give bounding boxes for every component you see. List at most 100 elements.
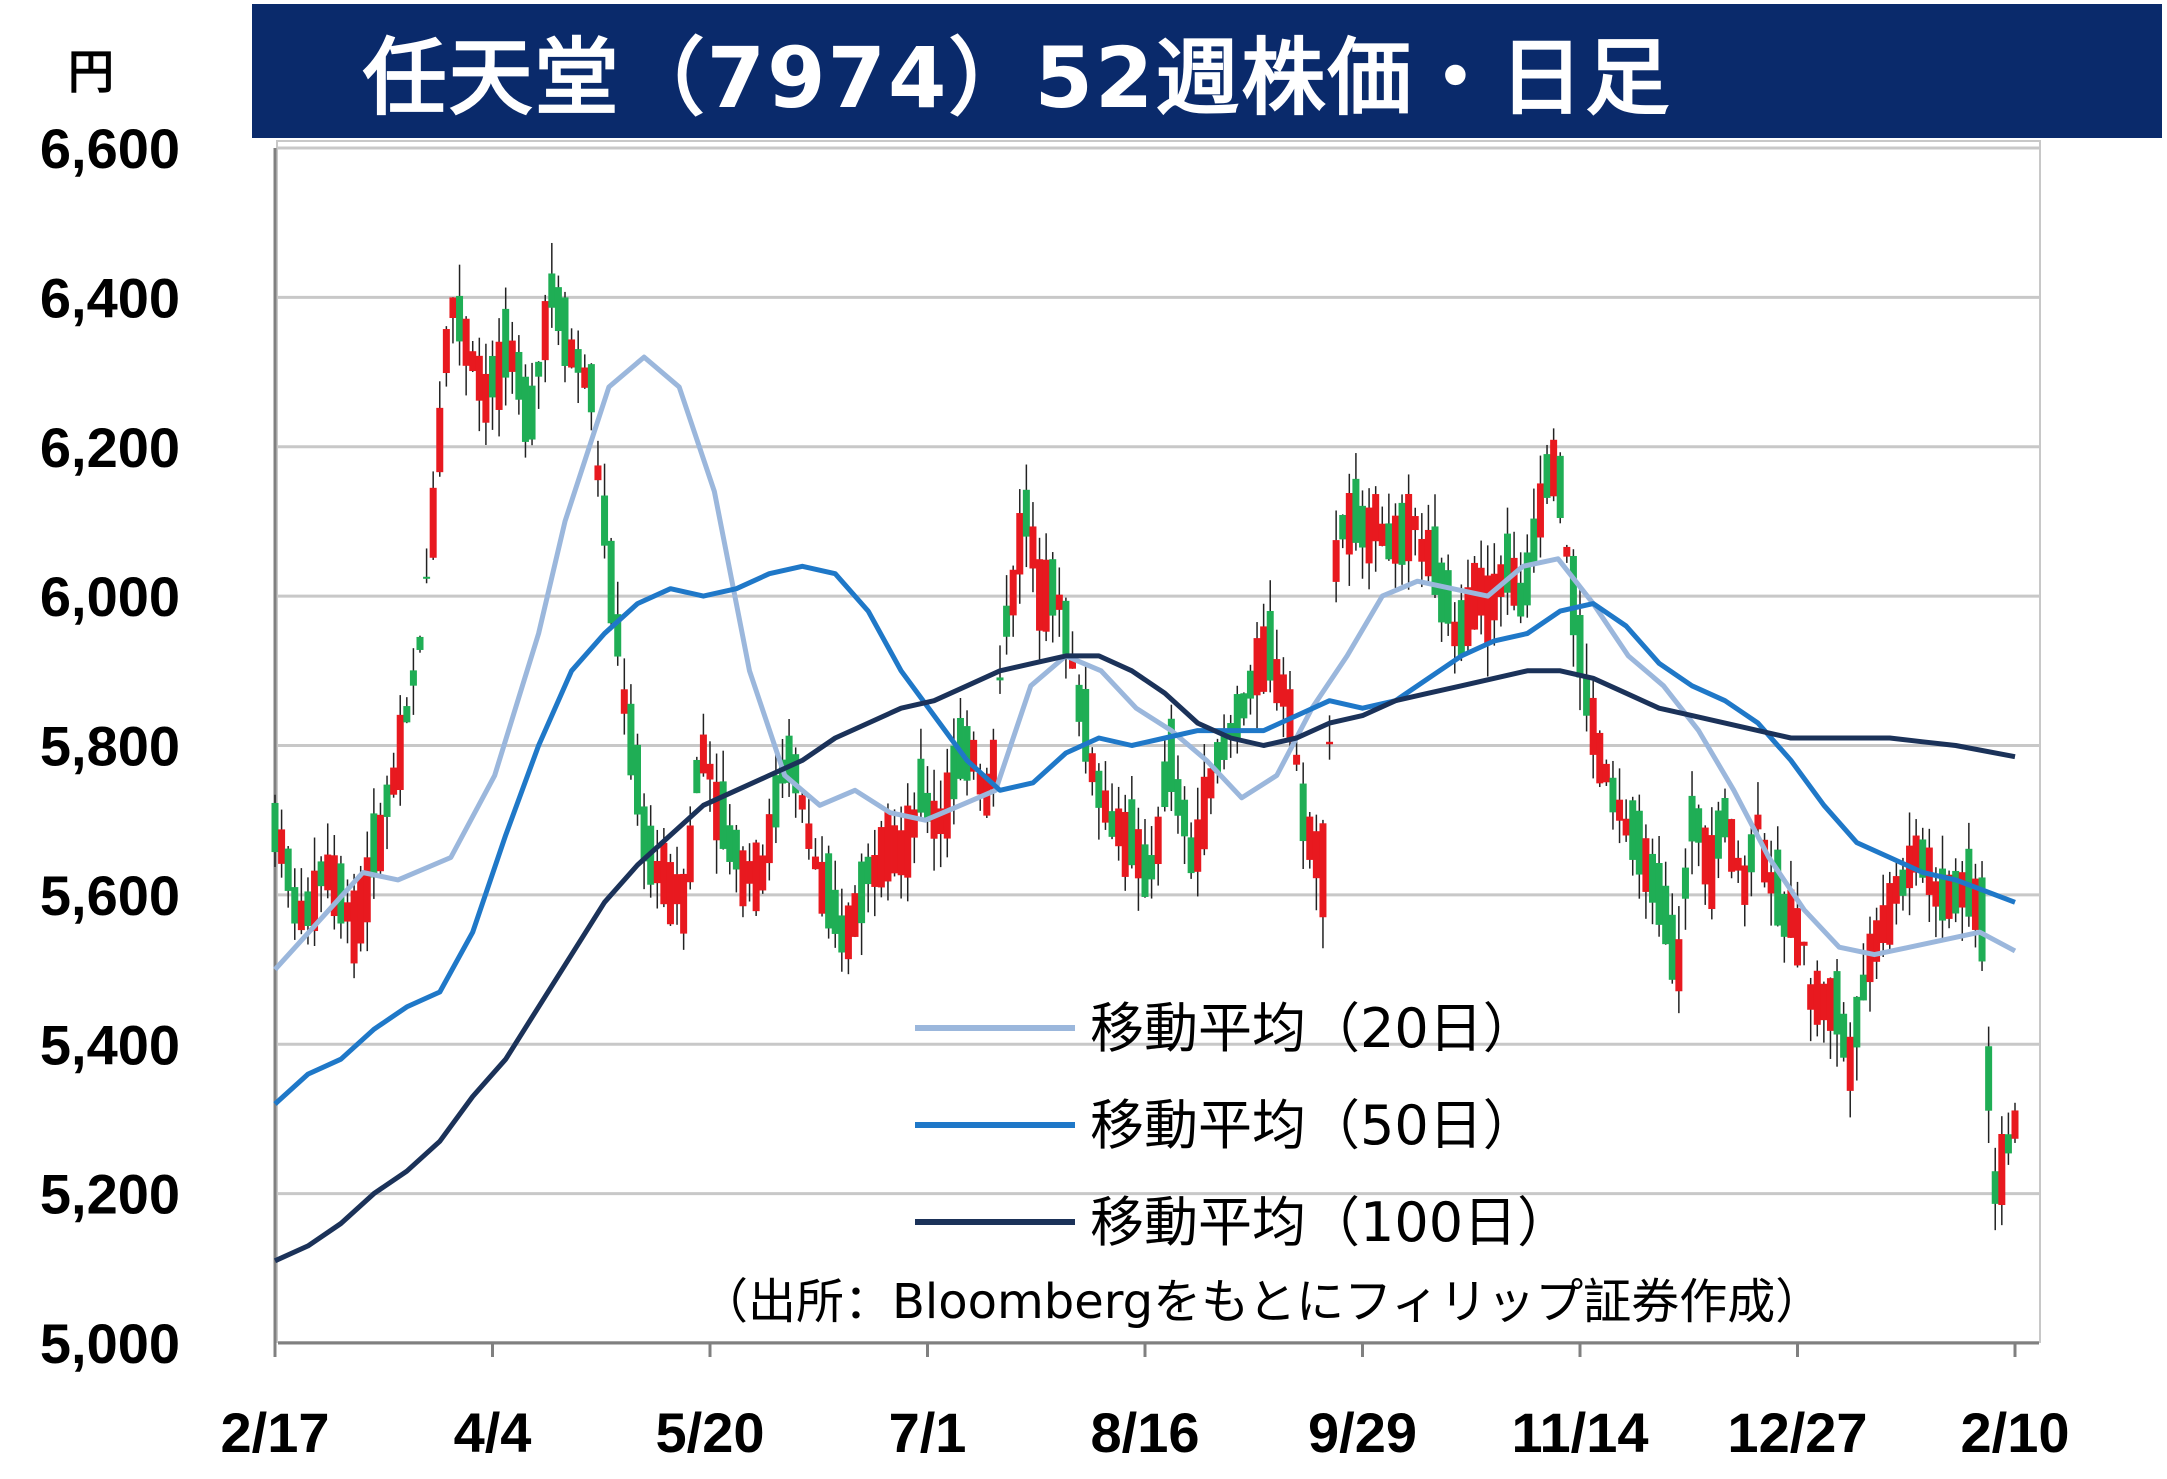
- candle-down: [1214, 742, 1221, 773]
- candle-up: [970, 739, 978, 772]
- candle-down: [1668, 914, 1676, 980]
- candle-up: [1787, 889, 1795, 938]
- candle-down: [1859, 974, 1867, 1001]
- candle-down: [792, 754, 800, 794]
- candle-down: [1148, 855, 1156, 880]
- candle-down: [1504, 533, 1511, 593]
- legend-label: 移動平均（50日）: [1090, 1094, 1537, 1157]
- candle-down: [409, 670, 417, 686]
- candle-up: [1286, 689, 1294, 743]
- ma-line-3: [273, 653, 2016, 1264]
- candle-up: [943, 772, 951, 839]
- candle-down: [1339, 514, 1347, 540]
- candle-down: [1681, 867, 1689, 899]
- candle-up: [1029, 526, 1037, 569]
- candle-up: [765, 814, 773, 864]
- candle-up: [1892, 876, 1900, 904]
- candle-up: [686, 825, 694, 883]
- candle-up: [1708, 835, 1716, 910]
- candle-up: [429, 487, 437, 558]
- candle-up: [739, 850, 747, 907]
- candle-up: [811, 856, 819, 870]
- candle-down: [607, 540, 615, 624]
- candle-up: [1273, 659, 1281, 704]
- candle-down: [963, 726, 971, 781]
- candle-down: [1774, 849, 1782, 926]
- candle-down: [1635, 810, 1643, 875]
- candle-up: [884, 811, 892, 882]
- candle-up: [278, 829, 286, 864]
- candle-down: [1833, 971, 1841, 1035]
- candle-up: [1484, 575, 1492, 644]
- candle-up: [1194, 819, 1202, 872]
- candle-up: [666, 862, 674, 925]
- candle-down: [502, 308, 510, 378]
- candle-down: [489, 355, 496, 398]
- candle-up: [851, 893, 859, 937]
- candle-down: [838, 915, 846, 953]
- candle-down: [1240, 693, 1248, 719]
- candle-up: [1101, 790, 1109, 823]
- candle-up: [891, 825, 899, 874]
- candle-up: [390, 767, 398, 795]
- candle-up: [449, 297, 457, 318]
- candle-down: [614, 614, 622, 657]
- candle-up: [1998, 1134, 2006, 1206]
- candle-up: [1741, 865, 1749, 905]
- candle-up: [1490, 573, 1498, 621]
- candle-up: [350, 890, 358, 964]
- candle-down: [1095, 770, 1103, 808]
- candle-up: [1312, 831, 1320, 879]
- candle-up: [1332, 540, 1340, 582]
- candle-up: [1088, 753, 1096, 783]
- candle-up: [1873, 920, 1881, 962]
- candle-down: [383, 784, 391, 817]
- candle-up: [818, 861, 826, 914]
- candle-down: [996, 677, 1004, 681]
- x-tick-label: 7/1: [889, 1401, 967, 1464]
- candle-up: [1701, 827, 1709, 885]
- candle-down: [1939, 868, 1946, 921]
- candle-up: [1365, 507, 1373, 564]
- candle-up: [1820, 983, 1828, 1021]
- candle-up: [759, 855, 767, 891]
- candle-up: [653, 860, 661, 884]
- candle-up: [1345, 493, 1353, 555]
- candle-down: [726, 825, 734, 862]
- candle-down: [317, 861, 325, 887]
- candle-up: [1154, 816, 1162, 865]
- candle-up: [363, 857, 371, 923]
- candle-down: [1181, 799, 1189, 837]
- candle-down: [1457, 600, 1465, 656]
- y-tick-label: 6,400: [40, 266, 180, 329]
- candle-down: [1662, 885, 1670, 945]
- candle-up: [1378, 523, 1386, 546]
- candle-down: [1609, 777, 1617, 813]
- candle-up: [376, 814, 384, 872]
- candle-down: [831, 889, 839, 934]
- candle-up: [976, 772, 984, 795]
- candle-down: [858, 861, 866, 924]
- candle-up: [462, 318, 470, 366]
- candle-down: [1246, 670, 1254, 699]
- candle-down: [1747, 834, 1755, 873]
- chart-title: 任天堂（7974）52週株価・日足: [362, 28, 1672, 127]
- candle-down: [950, 745, 958, 800]
- candle-up: [1036, 559, 1044, 631]
- candle-down: [1049, 559, 1057, 616]
- candle-up: [1932, 881, 1940, 907]
- candle-down: [1359, 505, 1366, 548]
- candle-down: [1022, 489, 1030, 537]
- candle-up: [1405, 493, 1413, 562]
- candle-up: [1042, 559, 1050, 632]
- x-tick-label: 12/27: [1727, 1401, 1867, 1464]
- candle-up: [1958, 872, 1966, 908]
- candle-up: [1293, 754, 1301, 765]
- candle-up: [1879, 905, 1887, 944]
- candle-up: [1813, 970, 1821, 1025]
- candle-down: [528, 385, 536, 440]
- candle-down: [403, 706, 411, 723]
- candle-up: [1622, 818, 1630, 836]
- candle-up: [1510, 557, 1518, 606]
- candle-down: [1187, 837, 1195, 874]
